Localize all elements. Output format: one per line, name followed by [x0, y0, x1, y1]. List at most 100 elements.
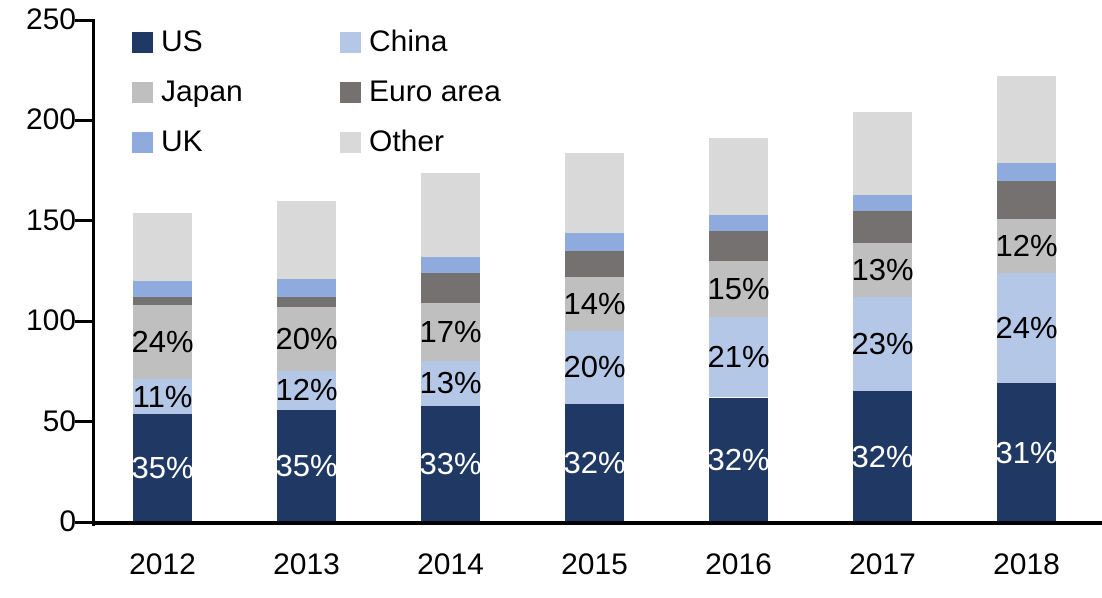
bar-segment-euro-area [133, 297, 192, 306]
segment-label-japan: 13% [851, 251, 914, 287]
bar-segment-euro-area [997, 180, 1056, 219]
segment-label-japan: 15% [707, 271, 770, 307]
bar-segment-japan [709, 260, 768, 318]
legend-item-other: Other [340, 125, 501, 158]
y-axis-tick [75, 319, 92, 323]
y-axis-tick-label: 200 [25, 103, 76, 137]
segment-label-china: 23% [851, 326, 914, 362]
legend-label: China [369, 25, 448, 58]
legend-item-japan: Japan [132, 75, 340, 108]
legend: US China Japan Euro area UK Other [132, 25, 501, 180]
bar-segment-china [133, 379, 192, 414]
segment-label-us: 33% [419, 445, 482, 481]
segment-label-china: 13% [419, 365, 482, 401]
legend-item-euro-area: Euro area [340, 75, 501, 108]
bar-segment-us [709, 397, 768, 522]
bar-segment-china [709, 317, 768, 398]
segment-label-japan: 17% [419, 314, 482, 350]
legend-label: UK [161, 125, 203, 158]
legend-item-us: US [132, 25, 340, 58]
y-axis-tick-label: 150 [25, 203, 76, 237]
x-axis-label: 2016 [705, 548, 772, 581]
segment-label-china: 24% [995, 310, 1058, 346]
legend-label: Japan [161, 75, 243, 108]
segment-label-japan: 20% [275, 321, 338, 357]
segment-label-us: 32% [707, 441, 770, 477]
y-axis-line [92, 19, 95, 526]
bar-segment-japan [565, 277, 624, 332]
legend-label: US [161, 25, 203, 58]
bar-segment-us [565, 403, 624, 522]
bar-segment-other [709, 138, 768, 215]
legend-label: Other [369, 125, 445, 158]
bar-segment-uk [709, 214, 768, 231]
bar-segment-us [133, 413, 192, 522]
bar-segment-japan [997, 218, 1056, 273]
segment-label-us: 35% [275, 447, 338, 483]
bar-segment-euro-area [565, 250, 624, 277]
y-axis-tick-label: 100 [25, 304, 76, 338]
bar-segment-euro-area [421, 273, 480, 304]
x-axis-label: 2018 [993, 548, 1060, 581]
segment-label-us: 32% [563, 444, 626, 480]
segment-label-us: 32% [851, 438, 914, 474]
x-axis-label: 2013 [273, 548, 340, 581]
bar-segment-us [421, 405, 480, 522]
bar-segment-japan [277, 307, 336, 372]
segment-label-china: 21% [707, 339, 770, 375]
bar-segment-other [277, 200, 336, 280]
bar-segment-euro-area [853, 210, 912, 243]
bar-segment-china [421, 361, 480, 406]
x-axis-line [92, 521, 1102, 525]
bar-segment-other [421, 172, 480, 257]
bar-segment-other [997, 76, 1056, 163]
legend-swatch [132, 31, 153, 53]
x-axis-label: 2014 [417, 548, 484, 581]
y-axis-tick [75, 118, 92, 122]
legend-item-uk: UK [132, 125, 340, 158]
segment-label-japan: 14% [563, 286, 626, 322]
segment-label-japan: 12% [995, 227, 1058, 263]
bar-segment-euro-area [709, 230, 768, 261]
legend-swatch [132, 131, 153, 153]
bar-segment-japan [853, 242, 912, 298]
legend-label: Euro area [369, 75, 501, 108]
x-axis-label: 2017 [849, 548, 916, 581]
bar-segment-euro-area [277, 297, 336, 308]
legend-swatch [132, 81, 153, 103]
x-axis-label: 2012 [129, 548, 196, 581]
bar-segment-uk [565, 232, 624, 251]
bar-segment-china [853, 297, 912, 392]
bar-segment-us [853, 391, 912, 522]
bar-segment-china [277, 371, 336, 410]
y-axis-tick [75, 520, 92, 524]
y-axis-tick [75, 18, 92, 22]
y-axis-tick-label: 50 [42, 404, 76, 438]
bar-segment-other [565, 152, 624, 233]
legend-swatch [340, 81, 361, 103]
bar-segment-us [277, 409, 336, 522]
bar-segment-us [997, 383, 1056, 522]
bar-segment-uk [277, 279, 336, 298]
legend-swatch [340, 31, 361, 53]
x-axis-label: 2015 [561, 548, 628, 581]
bar-segment-uk [421, 256, 480, 273]
bar-segment-other [133, 212, 192, 282]
bar-segment-other [853, 112, 912, 195]
legend-item-china: China [340, 25, 501, 58]
segment-label-us: 31% [995, 434, 1058, 470]
y-axis-tick [75, 420, 92, 424]
bar-segment-uk [997, 162, 1056, 181]
segment-label-china: 12% [275, 372, 338, 408]
legend-swatch [340, 131, 361, 153]
bar-segment-china [997, 273, 1056, 384]
segment-label-china: 20% [563, 349, 626, 385]
bar-segment-uk [133, 281, 192, 298]
bar-segment-uk [853, 194, 912, 211]
segment-label-japan: 24% [131, 324, 194, 360]
bar-segment-japan [421, 303, 480, 362]
bar-segment-japan [133, 305, 192, 380]
segment-label-us: 35% [131, 449, 194, 485]
y-axis-tick [75, 219, 92, 223]
